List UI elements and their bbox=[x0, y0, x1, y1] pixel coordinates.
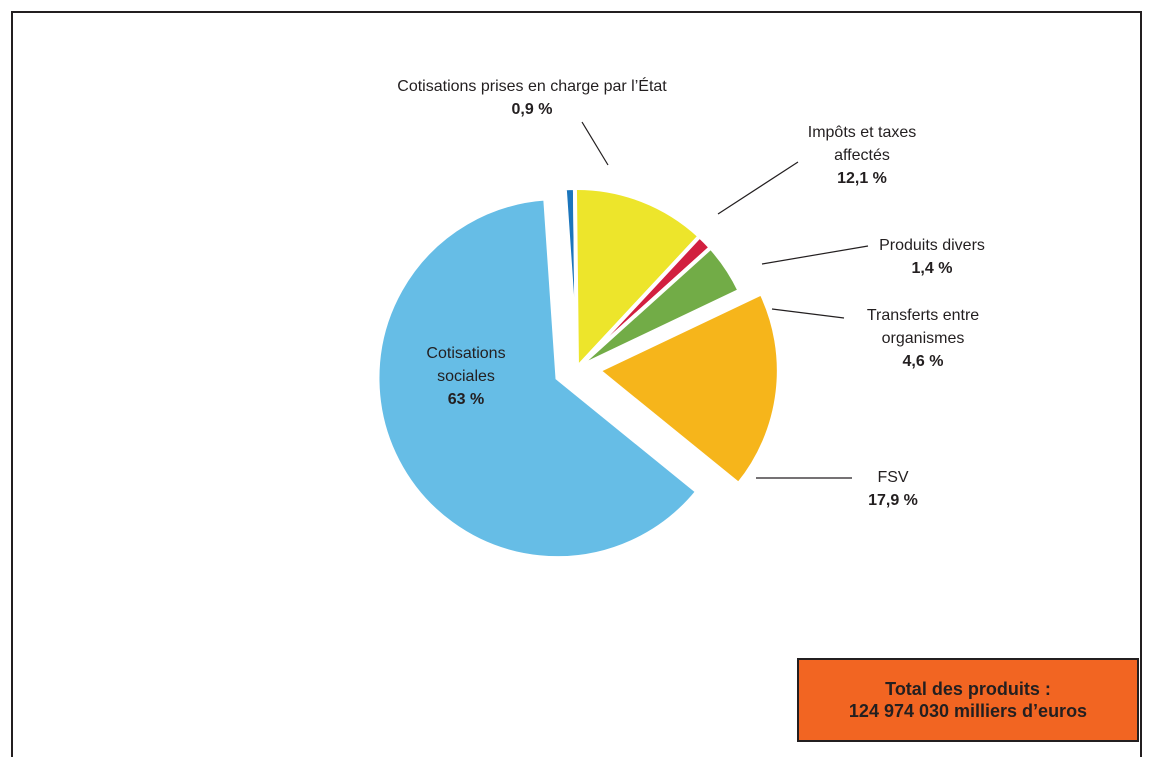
total-value: 124 974 030 milliers d’euros bbox=[848, 701, 1088, 721]
slice-label-0-line-0: Cotisations prises en charge par l’État bbox=[397, 76, 667, 95]
slice-value-5: 63 % bbox=[448, 391, 484, 408]
slice-value-1: 12,1 % bbox=[837, 170, 887, 187]
pie-slice-4 bbox=[595, 290, 781, 487]
slice-label-1-line-1: affectés bbox=[834, 147, 890, 164]
total-label: Total des produits : bbox=[885, 679, 1051, 699]
slice-value-0: 0,9 % bbox=[512, 101, 553, 118]
total-box: Total des produits : 124 974 030 millier… bbox=[797, 658, 1139, 742]
slice-label-5-line-1: sociales bbox=[437, 368, 495, 385]
leader-line-1 bbox=[717, 161, 799, 215]
pie-slices bbox=[375, 185, 781, 561]
leader-lines bbox=[581, 121, 869, 479]
slice-label-5-line-0: Cotisations bbox=[426, 345, 505, 362]
slice-value-2: 1,4 % bbox=[912, 260, 953, 277]
slice-label-2-line-0: Produits divers bbox=[879, 237, 985, 254]
slice-value-4: 17,9 % bbox=[868, 492, 918, 509]
pie-slice-1 bbox=[572, 186, 703, 374]
chart-frame bbox=[11, 11, 1142, 757]
slice-label-3-line-1: organismes bbox=[882, 330, 965, 347]
slice-value-3: 4,6 % bbox=[903, 353, 944, 370]
slice-label-3-line-0: Transferts entre bbox=[867, 307, 979, 324]
leader-line-3 bbox=[771, 308, 845, 319]
slice-labels: Cotisations prises en charge par l’État 0… bbox=[397, 76, 985, 509]
leader-line-0 bbox=[581, 121, 609, 166]
leader-line-2 bbox=[761, 245, 869, 265]
pie-slice-5 bbox=[375, 196, 701, 561]
pie-slice-3 bbox=[575, 244, 743, 370]
slice-label-1-line-0: Impôts et taxes bbox=[808, 124, 917, 141]
slice-label-4-line-0: FSV bbox=[877, 469, 908, 486]
